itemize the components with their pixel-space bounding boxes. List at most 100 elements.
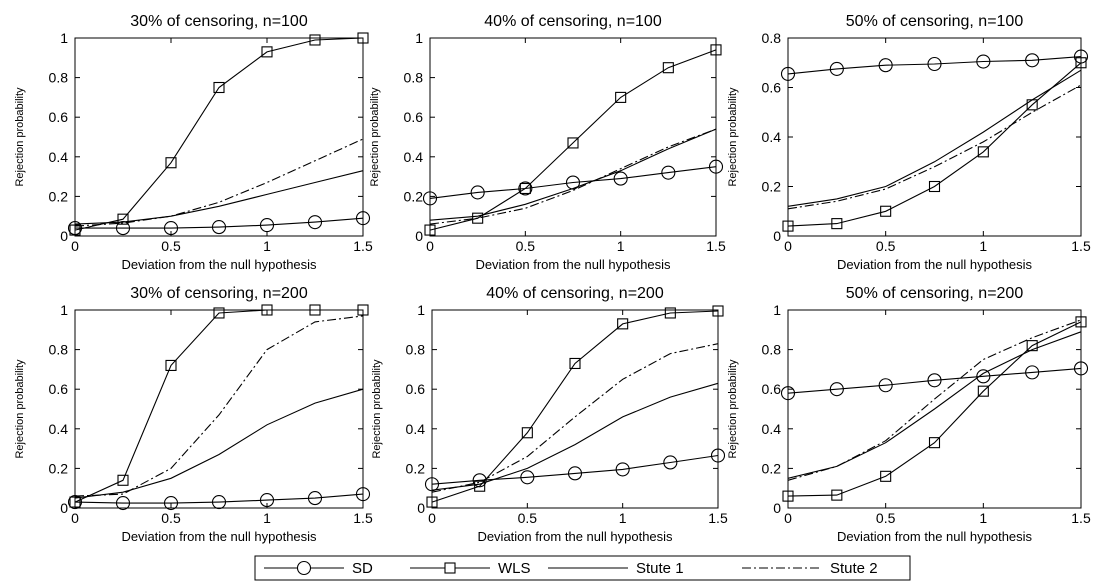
x-tick-label: 1 [617, 238, 625, 254]
data-point [355, 211, 371, 226]
data-point [519, 182, 531, 195]
data-point [567, 466, 583, 481]
series [782, 57, 1087, 232]
x-axis-label: Deviation from the null hypothesis [121, 529, 317, 544]
x-tick-label: 0.5 [876, 238, 896, 254]
legend-item: Stute 2 [742, 560, 878, 577]
data-point [357, 32, 369, 44]
series [431, 382, 719, 491]
legend-label: WLS [498, 560, 531, 577]
x-tick-label: 0.5 [518, 510, 538, 526]
series-line [431, 382, 719, 491]
x-tick-label: 0.5 [876, 510, 896, 526]
series-line [74, 138, 364, 227]
series [74, 388, 364, 499]
x-tick-label: 0 [428, 510, 436, 526]
series [782, 316, 1087, 502]
data-point [569, 357, 581, 370]
data-point [710, 44, 722, 56]
data-point [662, 62, 674, 74]
data-point [977, 385, 989, 397]
series [422, 159, 724, 206]
series-line [787, 331, 1082, 479]
y-tick-label: 0.2 [406, 460, 426, 476]
data-point [261, 304, 273, 316]
data-point [424, 224, 436, 236]
y-tick-label: 0.4 [49, 421, 69, 437]
x-tick-label: 1 [979, 510, 987, 526]
data-point [211, 220, 227, 235]
x-tick-label: 1 [263, 510, 271, 526]
series [424, 44, 722, 236]
y-tick-label: 0.6 [404, 109, 424, 125]
series [67, 487, 371, 511]
data-point [617, 318, 629, 330]
x-axis-label: Deviation from the null hypothesis [837, 257, 1033, 272]
y-tick-label: 0.2 [49, 460, 69, 476]
y-tick-label: 0 [773, 228, 781, 244]
chart-panel: 40% of censoring, n=100 0 0.5 1 1.5 0 0.2 0.4 0.… [369, 13, 726, 272]
x-axis-label: Deviation from the null hypothesis [837, 529, 1033, 544]
series [69, 32, 369, 236]
data-point [615, 91, 627, 103]
data-point [829, 61, 844, 76]
y-tick-label: 0 [415, 228, 423, 244]
chart-title: 50% of censoring, n=200 [846, 285, 1024, 302]
data-point [927, 56, 942, 72]
legend-label: SD [352, 560, 373, 577]
data-point [780, 66, 796, 81]
x-tick-label: 1 [619, 510, 627, 526]
data-point [878, 58, 893, 73]
series-line [787, 69, 1082, 207]
x-tick-label: 1.5 [1071, 510, 1091, 526]
x-tick-label: 0 [426, 238, 434, 254]
data-point [474, 480, 486, 492]
data-point [213, 81, 225, 94]
x-tick-label: 1 [263, 238, 271, 254]
y-axis-label: Rejection probability [14, 87, 26, 187]
y-axis-label: Rejection probability [727, 87, 739, 187]
legend-label: Stute 1 [636, 560, 684, 577]
y-tick-label: 0.4 [406, 421, 426, 437]
x-tick-label: 1.5 [353, 510, 373, 526]
legend-item: SD [264, 560, 373, 577]
chart-title: 40% of censoring, n=200 [486, 285, 664, 302]
data-point [977, 146, 989, 158]
y-tick-label: 0 [60, 500, 68, 516]
y-tick-label: 0.2 [404, 188, 424, 204]
data-point [1025, 53, 1040, 68]
x-tick-label: 0.5 [516, 238, 536, 254]
data-point [117, 213, 129, 225]
y-tick-label: 0.2 [762, 460, 782, 476]
data-point [780, 386, 796, 401]
series-line [429, 49, 717, 231]
series [69, 304, 369, 508]
data-point [829, 382, 844, 397]
data-point [309, 304, 321, 316]
y-tick-label: 0.8 [49, 342, 69, 358]
y-tick-label: 1 [773, 302, 781, 318]
x-tick-label: 1.5 [1071, 238, 1091, 254]
series [426, 305, 724, 508]
data-point [309, 34, 321, 46]
y-tick-label: 0 [417, 500, 425, 516]
chart-panel: 40% of censoring, n=200 0 0.5 1 1.5 0 0.2 0.4 0.… [371, 285, 728, 544]
legend-label: Stute 2 [830, 560, 878, 577]
data-point [213, 307, 225, 319]
series [780, 49, 1089, 81]
y-tick-label: 0.8 [406, 342, 426, 358]
data-point [928, 437, 941, 449]
y-tick-label: 0 [60, 228, 68, 244]
series-line [429, 166, 717, 199]
axes-frame [74, 37, 364, 237]
axes-frame [787, 37, 1082, 237]
data-point [163, 221, 179, 236]
data-point [163, 495, 179, 511]
data-point [831, 218, 843, 230]
chart-panel: 50% of censoring, n=100 0 0.5 1 1.5 0 0.2 0.4 0.… [727, 13, 1091, 272]
data-point [165, 157, 177, 169]
data-point [1075, 57, 1087, 69]
data-point [710, 448, 726, 463]
data-point [663, 455, 678, 470]
chart-panel: 30% of censoring, n=200 0 0.5 1 1.5 0 0.2 0.4 0.… [14, 285, 373, 544]
